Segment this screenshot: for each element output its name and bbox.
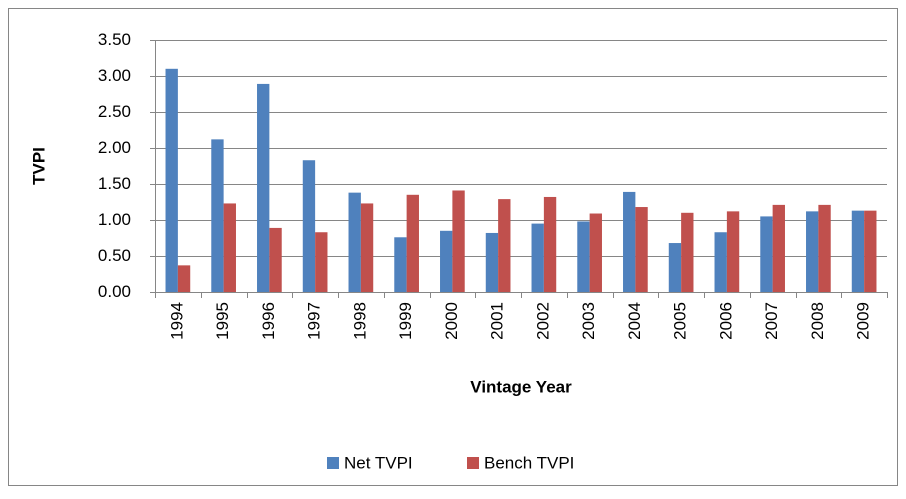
bar [315,232,328,292]
x-tick-label: 1997 [305,302,324,340]
bar [452,190,465,292]
bar [223,203,236,292]
bar [406,194,419,292]
bar [360,203,374,292]
y-tick-label: 1.50 [98,174,131,193]
bar [531,223,544,292]
legend-label: Bench TVPI [484,453,574,472]
y-tick-label: 0.00 [98,282,131,301]
bar [211,139,224,292]
bar [726,211,740,292]
bar [543,196,557,292]
x-tick-label: 1998 [350,302,369,340]
bar [668,243,682,292]
x-tick-label: 2004 [625,302,644,340]
bar [165,68,178,292]
bar [851,210,865,292]
bar [302,160,316,292]
bar [714,232,727,292]
x-tick-label: 2005 [671,302,690,340]
bar [440,230,453,292]
bar [864,210,877,292]
legend-label: Net TVPI [344,453,413,472]
bar [635,207,648,292]
bar [806,211,819,292]
bar [348,192,361,292]
y-axis-title: TVPI [29,147,48,185]
bar [818,204,831,292]
y-tick-label: 2.50 [98,102,131,121]
y-tick-label: 2.00 [98,138,131,157]
bar [269,227,282,292]
y-tick-label: 0.50 [98,246,131,265]
x-tick-label: 2006 [716,302,735,340]
x-tick-label: 1996 [259,302,278,340]
x-tick-label: 2001 [488,302,507,340]
bar [394,237,407,292]
x-axis-title: Vintage Year [470,377,572,396]
bar [498,199,511,292]
x-tick-label: 2000 [442,302,461,340]
y-tick-label: 3.50 [98,30,131,49]
x-tick-label: 2009 [854,302,873,340]
x-tick-label: 1999 [396,302,415,340]
bar [577,221,590,292]
x-tick-label: 1994 [167,302,186,340]
bar [772,204,785,292]
x-tick-label: 1995 [213,302,232,340]
bar [623,191,636,292]
x-tick-label: 2007 [762,302,781,340]
legend-swatch [327,457,339,469]
x-tick-label: 2003 [579,302,598,340]
legend-swatch [467,457,479,469]
bar [485,232,499,292]
bar [177,265,191,292]
x-tick-label: 2002 [533,302,552,340]
y-tick-label: 1.00 [98,210,131,229]
bar [589,213,602,292]
x-tick-label: 2008 [808,302,827,340]
y-tick-label: 3.00 [98,66,131,85]
bar [257,83,270,292]
bar [681,212,694,292]
bar [760,216,773,292]
